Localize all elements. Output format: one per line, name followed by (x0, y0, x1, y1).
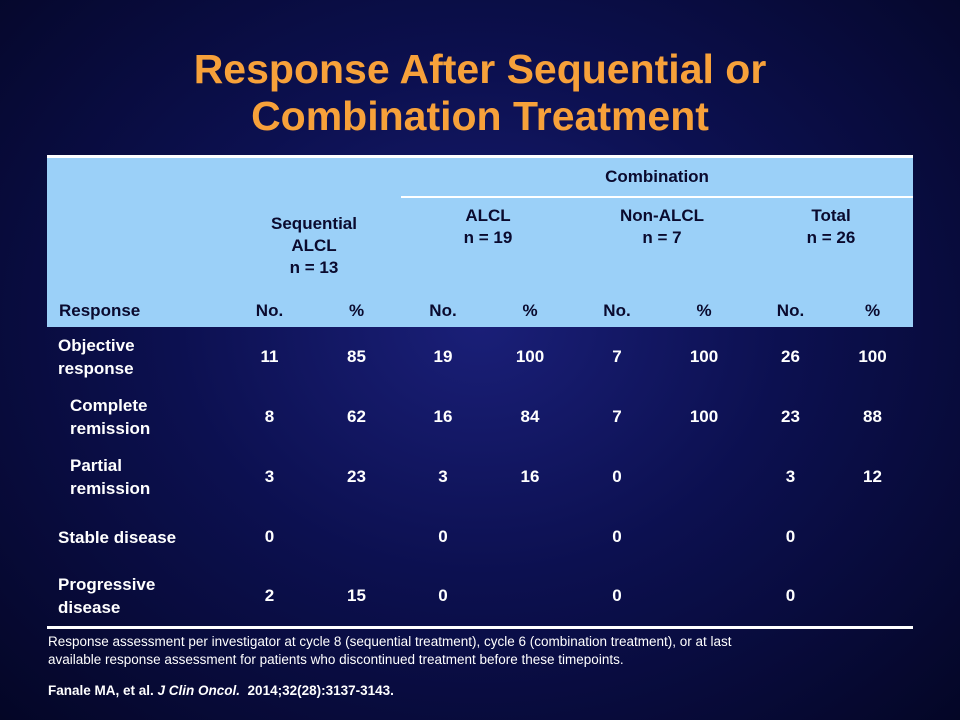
citation: Fanale MA, et al. J Clin Oncol. 2014;32(… (48, 683, 394, 698)
header-blank-label (47, 197, 227, 295)
cell: 0 (612, 467, 622, 486)
cell: 100 (858, 347, 887, 366)
citation-journal: J Clin Oncol. (157, 683, 241, 698)
cell: 12 (863, 467, 882, 486)
cell: 0 (612, 527, 622, 546)
row-label-line2: remission (70, 479, 151, 498)
col-header-nonalcl-line1: Non-ALCL (619, 206, 705, 225)
col-header-sequential-line1: Sequential (271, 214, 357, 233)
cell: 2 (227, 567, 312, 629)
cell: 7 (612, 407, 622, 426)
cell (832, 567, 914, 629)
subheader-pct: % (832, 295, 914, 327)
col-header-sequential-line2: ALCL (291, 236, 337, 255)
citation-details: 2014;32(28):3137-3143. (240, 683, 394, 698)
cell (659, 507, 749, 567)
cell: 100 (689, 407, 719, 426)
cell: 100 (689, 347, 719, 366)
row-label-line1: Progressive (58, 575, 156, 595)
cell: 3 (438, 467, 448, 486)
cell: 3 (785, 467, 796, 486)
slide-title: Response After Sequential or Combination… (0, 46, 960, 140)
row-label-line1: Stable disease (58, 527, 177, 547)
row-label: Stable disease (47, 507, 227, 567)
cell: 100 (515, 347, 545, 366)
cell: 0 (785, 527, 796, 546)
cell (659, 447, 749, 507)
row-label-line2: remission (70, 419, 151, 438)
cell (832, 507, 913, 567)
cell: 11 (260, 347, 279, 366)
subheader-no: No. (575, 295, 659, 327)
subheader-no: No. (401, 295, 485, 327)
col-header-total-n: n = 26 (806, 228, 856, 247)
table-row-partial-remission: Partial remission 3 23 3 16 0 3 12 (47, 447, 913, 507)
cell: 88 (863, 407, 882, 426)
cell: 3 (264, 467, 275, 486)
col-header-total: Total n = 26 (749, 197, 914, 295)
table-row-objective-response: Objective response 11 85 19 100 7 100 26… (47, 327, 913, 387)
footnote: Response assessment per investigator at … (48, 633, 918, 669)
row-label-line1: Complete (70, 396, 148, 415)
citation-authors: Fanale MA, et al. (48, 683, 158, 698)
subheader-pct: % (659, 295, 749, 327)
response-column-header: Response (47, 295, 227, 327)
row-label: Partial remission (47, 447, 227, 507)
row-label-line1: Objective (58, 336, 135, 355)
row-label: Objective response (47, 327, 227, 387)
cell: 26 (781, 347, 800, 366)
col-header-total-line1: Total (811, 206, 851, 225)
subheader-no: No. (227, 295, 312, 327)
cell: 16 (433, 407, 453, 426)
row-label: Progressive disease (47, 567, 227, 629)
cell: 85 (347, 347, 366, 366)
cell (485, 507, 575, 567)
cell: 23 (347, 467, 366, 486)
row-label: Complete remission (47, 387, 227, 447)
table-row-progressive-disease: Progressive disease 2 15 0 0 0 (47, 567, 914, 629)
combination-group-header: Combination (401, 155, 914, 198)
cell: 0 (264, 527, 275, 546)
cell: 84 (520, 407, 540, 426)
cell: 16 (520, 467, 540, 486)
cell (659, 567, 749, 629)
cell: 62 (347, 407, 366, 426)
col-header-alcl-line1: ALCL (465, 206, 511, 225)
row-label-line2: response (58, 359, 134, 378)
row-label-line2: disease (58, 598, 121, 618)
subheader-no: No. (749, 295, 832, 327)
cell: 0 (749, 567, 832, 629)
cell: 0 (575, 567, 659, 629)
header-blank (47, 155, 401, 197)
subheader-pct: % (485, 295, 575, 327)
col-header-sequential: Sequential ALCL n = 13 (227, 197, 401, 295)
slide-title-line-2: Combination Treatment (251, 93, 709, 139)
cell: 23 (781, 407, 800, 426)
col-header-nonalcl: Non-ALCL n = 7 (575, 197, 749, 295)
table-row-stable-disease: Stable disease 0 0 0 0 (47, 507, 913, 567)
cell: 0 (438, 527, 448, 546)
footnote-line-2: available response assessment for patien… (48, 652, 624, 667)
cell: 19 (433, 347, 453, 366)
cell (312, 507, 401, 567)
cell: 7 (612, 347, 622, 366)
table-row-complete-remission: Complete remission 8 62 16 84 7 100 23 8… (47, 387, 913, 447)
cell: 15 (312, 567, 401, 629)
cell: 8 (264, 407, 275, 426)
footnote-line-1: Response assessment per investigator at … (48, 634, 732, 649)
col-header-nonalcl-n: n = 7 (642, 228, 682, 247)
response-table: Combination Sequential ALCL n = 13 ALCL … (47, 155, 914, 629)
col-header-alcl-n: n = 19 (463, 228, 513, 247)
subheader-pct: % (312, 295, 401, 327)
cell: 0 (401, 567, 485, 629)
slide-title-line-1: Response After Sequential or (193, 46, 767, 92)
col-header-alcl: ALCL n = 19 (401, 197, 575, 295)
row-label-line1: Partial (70, 456, 122, 475)
cell (485, 567, 575, 629)
col-header-sequential-n: n = 13 (289, 258, 339, 277)
